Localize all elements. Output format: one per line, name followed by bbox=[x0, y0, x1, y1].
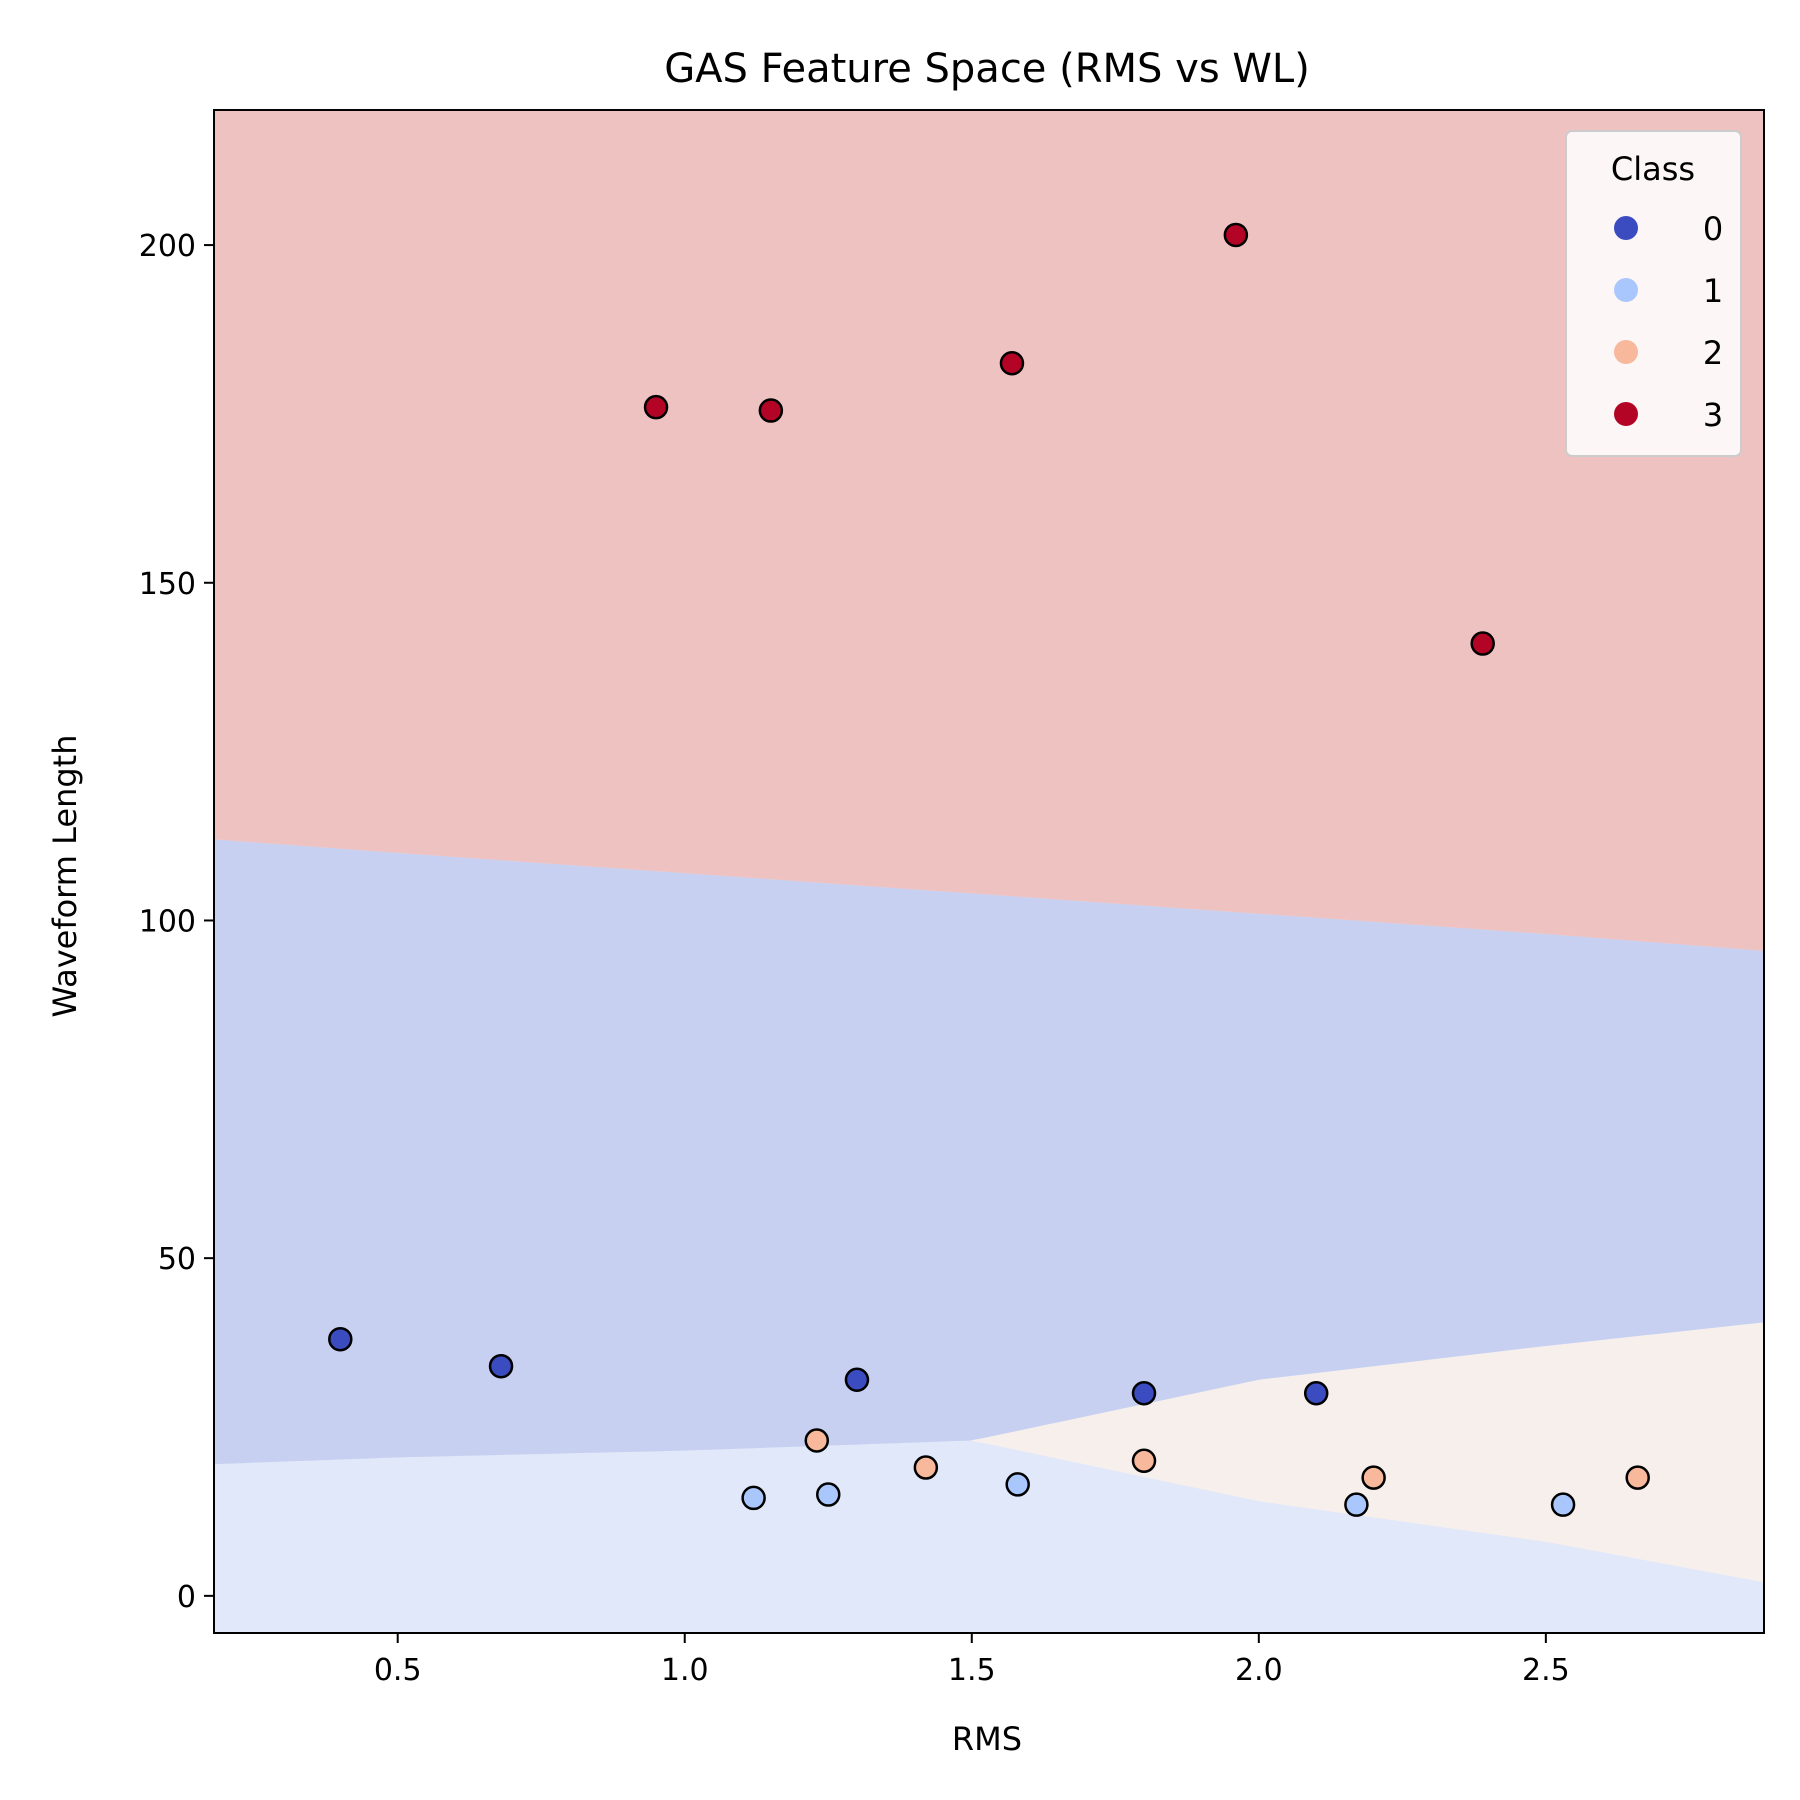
point-class-3-1 bbox=[758, 398, 784, 423]
point-class-2-1 bbox=[913, 1455, 939, 1480]
region-class-0 bbox=[214, 839, 1764, 1465]
legend-marker-1 bbox=[1614, 278, 1638, 302]
point-class-2-4 bbox=[1625, 1465, 1650, 1490]
x-tick-label-3: 2.0 bbox=[1235, 1653, 1283, 1688]
legend-label-0: 0 bbox=[1703, 210, 1723, 248]
legend-marker-2 bbox=[1614, 340, 1638, 364]
legend-label-3: 3 bbox=[1703, 396, 1723, 434]
legend-label-2: 2 bbox=[1703, 334, 1723, 372]
y-tick-label-4: 200 bbox=[139, 229, 196, 264]
decision-regions bbox=[214, 110, 1764, 1633]
point-class-0-4 bbox=[1303, 1380, 1329, 1406]
point-class-0-3 bbox=[1131, 1380, 1157, 1406]
point-class-1-3 bbox=[1344, 1492, 1369, 1517]
x-tick-label-2: 1.5 bbox=[948, 1653, 996, 1688]
point-class-1-1 bbox=[816, 1482, 841, 1507]
plot-frame bbox=[213, 109, 1765, 1634]
legend-title: Class bbox=[1611, 150, 1695, 188]
legend-box bbox=[1565, 130, 1742, 457]
point-class-3-0 bbox=[643, 394, 669, 420]
x-axis: 0.5 1.0 1.5 2.0 2.5 bbox=[374, 1633, 1570, 1688]
y-axis-label: Waveform Length bbox=[46, 735, 84, 1018]
point-class-3-4 bbox=[1470, 631, 1495, 656]
point-class-3-2 bbox=[999, 351, 1025, 376]
data-points bbox=[328, 222, 1650, 1517]
y-axis: 0 50 100 150 200 bbox=[139, 229, 214, 1615]
point-class-2-3 bbox=[1361, 1465, 1386, 1490]
point-class-1-0 bbox=[741, 1485, 766, 1511]
chart-title: GAS Feature Space (RMS vs WL) bbox=[664, 46, 1310, 92]
legend-label-1: 1 bbox=[1703, 272, 1723, 310]
x-axis-label: RMS bbox=[952, 1720, 1022, 1758]
y-tick-label-1: 50 bbox=[158, 1242, 196, 1277]
legend-marker-3 bbox=[1614, 402, 1638, 426]
y-tick-label-0: 0 bbox=[177, 1580, 196, 1615]
y-tick-label-3: 150 bbox=[139, 567, 196, 602]
x-tick-label-0: 0.5 bbox=[374, 1653, 422, 1688]
legend-marker-0 bbox=[1614, 216, 1638, 240]
legend: Class 0 1 2 3 bbox=[1565, 130, 1742, 457]
region-class-3 bbox=[214, 110, 1764, 951]
point-class-1-2 bbox=[1005, 1472, 1030, 1497]
point-class-0-1 bbox=[488, 1353, 514, 1379]
point-class-1-4 bbox=[1550, 1492, 1576, 1517]
legend-entries: 0 1 2 3 bbox=[1614, 210, 1723, 434]
point-class-3-3 bbox=[1223, 222, 1249, 248]
x-tick-label-4: 2.5 bbox=[1522, 1653, 1570, 1688]
point-class-2-0 bbox=[804, 1428, 830, 1453]
point-class-2-2 bbox=[1131, 1448, 1157, 1474]
region-class-2 bbox=[874, 1322, 1764, 1583]
point-class-0-2 bbox=[844, 1367, 870, 1392]
x-tick-label-1: 1.0 bbox=[661, 1653, 709, 1688]
point-class-0-0 bbox=[328, 1326, 353, 1352]
y-tick-label-2: 100 bbox=[139, 904, 196, 939]
